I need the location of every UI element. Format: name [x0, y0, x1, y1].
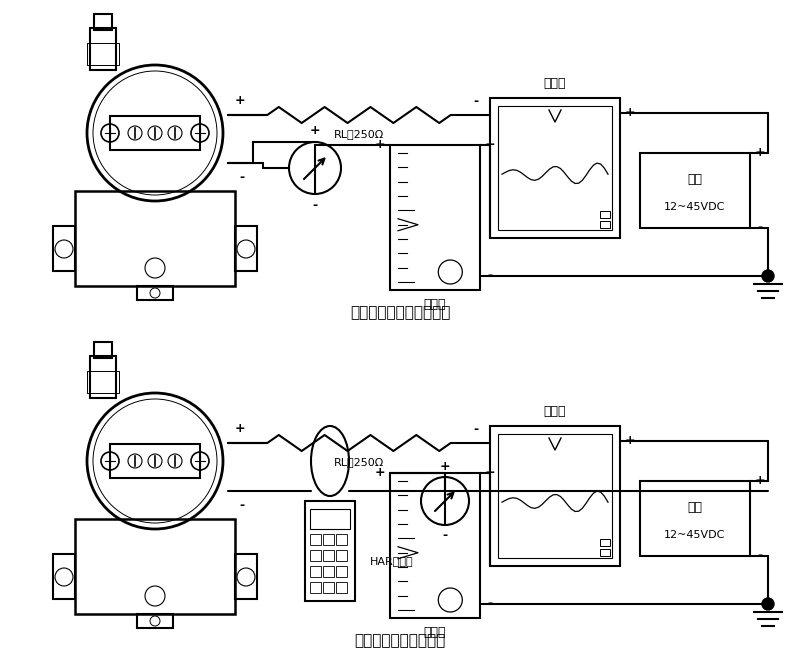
Bar: [600, 221, 610, 228]
Bar: [110, 444, 200, 478]
Bar: [235, 226, 257, 271]
Text: -: -: [758, 222, 762, 234]
Bar: [137, 286, 173, 300]
Bar: [90, 28, 116, 70]
Text: 非智能型现场导线的连接: 非智能型现场导线的连接: [350, 305, 450, 320]
Circle shape: [148, 454, 162, 468]
Text: -: -: [474, 94, 478, 108]
Text: +: +: [374, 466, 386, 480]
Text: +: +: [374, 138, 386, 152]
Text: +: +: [625, 434, 635, 447]
Text: +: +: [625, 106, 635, 119]
Text: 12~45VDC: 12~45VDC: [664, 530, 726, 540]
Bar: [640, 481, 750, 556]
Bar: [600, 211, 610, 218]
Bar: [305, 501, 355, 601]
Text: -: -: [313, 199, 318, 213]
Bar: [310, 509, 350, 529]
Bar: [498, 434, 612, 558]
Bar: [336, 534, 347, 545]
Text: 记录仪: 记录仪: [544, 405, 566, 418]
Circle shape: [762, 270, 774, 282]
Bar: [110, 116, 200, 150]
Bar: [323, 566, 334, 577]
Bar: [600, 549, 610, 556]
Circle shape: [168, 126, 182, 140]
Text: -: -: [239, 499, 245, 512]
Text: +: +: [440, 459, 450, 472]
Circle shape: [128, 126, 142, 140]
Text: 记录仪: 记录仪: [544, 77, 566, 90]
Bar: [87, 43, 119, 65]
Bar: [75, 519, 235, 614]
Text: -: -: [442, 529, 447, 543]
Text: 电源: 电源: [687, 501, 702, 514]
Bar: [94, 14, 112, 30]
Text: RL＞250Ω: RL＞250Ω: [334, 457, 384, 467]
Text: 电源: 电源: [687, 173, 702, 186]
Bar: [53, 554, 75, 599]
Text: RL＞250Ω: RL＞250Ω: [334, 129, 384, 139]
Bar: [336, 582, 347, 593]
Text: +: +: [485, 138, 495, 152]
Text: 12~45VDC: 12~45VDC: [664, 202, 726, 212]
Text: +: +: [754, 474, 766, 487]
Circle shape: [128, 454, 142, 468]
Bar: [336, 550, 347, 561]
Text: +: +: [234, 94, 246, 108]
Text: 指示仪: 指示仪: [424, 298, 446, 311]
Text: -: -: [487, 270, 493, 283]
Bar: [336, 566, 347, 577]
Bar: [87, 371, 119, 393]
Bar: [600, 539, 610, 546]
Bar: [310, 566, 321, 577]
Text: 智能型现场导线的连接: 智能型现场导线的连接: [354, 633, 446, 648]
Text: +: +: [234, 422, 246, 436]
Bar: [390, 145, 480, 290]
Circle shape: [168, 454, 182, 468]
Bar: [310, 582, 321, 593]
Bar: [323, 534, 334, 545]
Text: -: -: [758, 550, 762, 562]
Bar: [53, 226, 75, 271]
Circle shape: [148, 126, 162, 140]
Text: -: -: [474, 422, 478, 436]
Bar: [390, 473, 480, 618]
Text: HAR通信器: HAR通信器: [370, 556, 414, 566]
Bar: [490, 426, 620, 566]
Bar: [490, 98, 620, 238]
Bar: [310, 534, 321, 545]
Bar: [75, 191, 235, 286]
Bar: [310, 550, 321, 561]
Text: 指示仪: 指示仪: [424, 626, 446, 639]
Bar: [94, 342, 112, 358]
Text: +: +: [754, 146, 766, 159]
Bar: [235, 554, 257, 599]
Bar: [90, 356, 116, 398]
Bar: [137, 614, 173, 628]
Text: +: +: [310, 123, 320, 136]
Circle shape: [762, 598, 774, 610]
Bar: [640, 153, 750, 228]
Text: +: +: [485, 466, 495, 480]
Text: -: -: [487, 598, 493, 611]
Bar: [498, 106, 612, 230]
Bar: [323, 550, 334, 561]
Text: -: -: [239, 171, 245, 184]
Bar: [323, 582, 334, 593]
